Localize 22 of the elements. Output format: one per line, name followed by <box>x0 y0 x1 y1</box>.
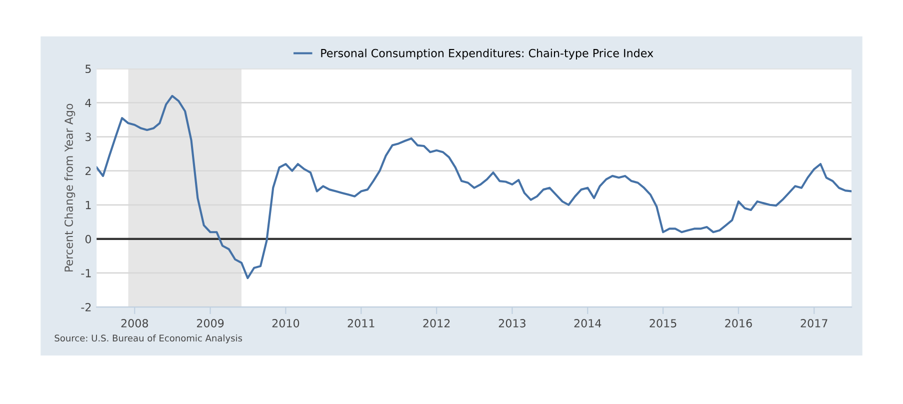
x-tick-label: 2009 <box>196 319 224 328</box>
source-note: Source: U.S. Bureau of Economic Analysis <box>54 334 242 344</box>
y-tick-label: 1 <box>86 201 91 210</box>
x-tick-label: 2013 <box>498 319 526 328</box>
x-tick-label: 2012 <box>423 319 450 328</box>
y-tick-label: 0 <box>85 234 92 244</box>
x-tick-label: 2010 <box>272 319 300 328</box>
x-tick-label: 2017 <box>800 319 828 328</box>
line-series <box>96 94 852 280</box>
x-tick-label: 2008 <box>121 319 148 328</box>
legend-label: Personal Consumption Expenditures: Chain-type Price Index <box>321 48 654 60</box>
y-tick-label: 3 <box>86 132 91 142</box>
x-tick-label: 2011 <box>348 319 374 328</box>
y-axis-title: Percent Change from Year Ago <box>64 104 76 272</box>
x-tick-label: 2015 <box>650 319 676 328</box>
y-tick-label: 2 <box>86 166 91 176</box>
y-tick-label: -1 <box>81 269 91 278</box>
x-tick-label: 2014 <box>574 319 602 328</box>
y-tick-label: 5 <box>86 64 91 74</box>
x-tick-label: 2016 <box>725 319 752 328</box>
y-tick-label: -2 <box>81 303 91 312</box>
y-tick-label: 4 <box>85 98 92 107</box>
